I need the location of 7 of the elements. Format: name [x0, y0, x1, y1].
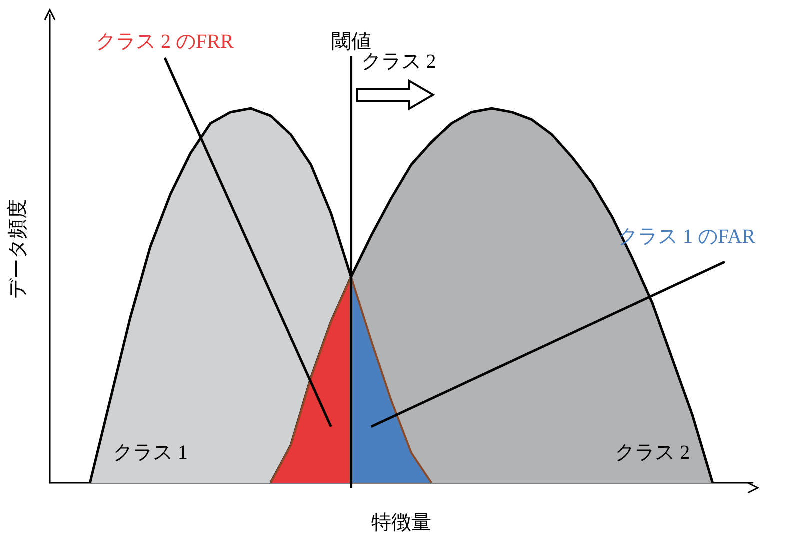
series-label: クラス 1 — [112, 442, 188, 464]
y-axis-title: データ頻度 — [7, 199, 29, 299]
text: クラス 2 — [361, 51, 436, 73]
text: 閾値 — [331, 31, 372, 53]
text: クラス 2 のFRR — [96, 31, 234, 53]
series-label: クラス 2 — [615, 442, 690, 464]
x-axis-title: 特徴量 — [372, 512, 432, 534]
